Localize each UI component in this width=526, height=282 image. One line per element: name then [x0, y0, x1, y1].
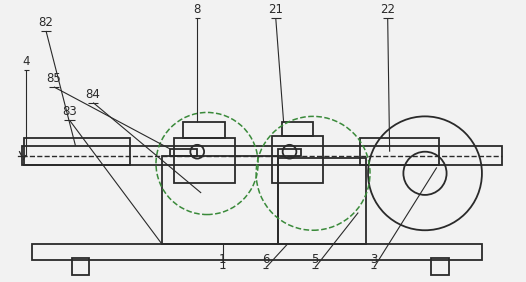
Text: 1: 1 — [219, 253, 227, 266]
Bar — [162, 156, 278, 244]
Text: 21: 21 — [268, 3, 284, 16]
Text: 5: 5 — [311, 253, 319, 266]
Text: 84: 84 — [86, 88, 100, 101]
Text: 4: 4 — [23, 55, 30, 68]
Bar — [24, 138, 130, 166]
Bar — [32, 244, 482, 260]
Bar — [184, 122, 225, 138]
Text: 82: 82 — [38, 16, 54, 29]
Text: 6: 6 — [262, 253, 270, 266]
Bar — [23, 146, 502, 166]
Bar — [278, 158, 366, 244]
Bar — [281, 122, 313, 136]
Bar — [431, 258, 449, 276]
Text: 85: 85 — [46, 72, 61, 85]
Text: 83: 83 — [62, 105, 77, 118]
Bar — [360, 138, 439, 166]
Text: 3: 3 — [370, 253, 378, 266]
Bar — [278, 149, 301, 156]
Bar — [272, 136, 323, 183]
Bar — [72, 258, 89, 276]
Text: 22: 22 — [380, 3, 395, 16]
Bar — [174, 138, 235, 183]
Text: 8: 8 — [194, 3, 201, 16]
Bar — [170, 149, 197, 156]
